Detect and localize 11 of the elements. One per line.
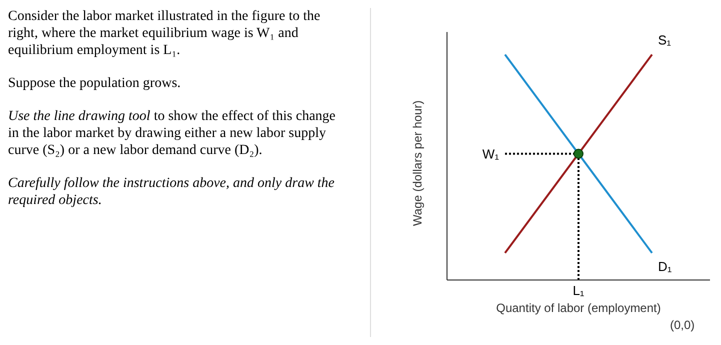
text: Suppose the population grows. (8, 75, 182, 92)
text: L₁ (572, 283, 584, 298)
series-label: S₁ (658, 32, 672, 48)
text: Use the line drawing tool (8, 109, 150, 124)
ref-line-label: W₁ (482, 146, 500, 162)
text: Carefully follow the instructions above, and only draw the required objects. (8, 176, 335, 208)
y-axis-title: Wage (dollars per hour) (410, 100, 424, 226)
text: Consider the labor market illustrated in the figure to the right, where the market equilibrium wage is W₁ and equilibrium employment is L₁. (8, 8, 322, 59)
text: (0,0) (670, 318, 695, 332)
series-label: D₁ (658, 258, 672, 274)
x-axis-title: Quantity of labor (employment) (496, 301, 661, 315)
